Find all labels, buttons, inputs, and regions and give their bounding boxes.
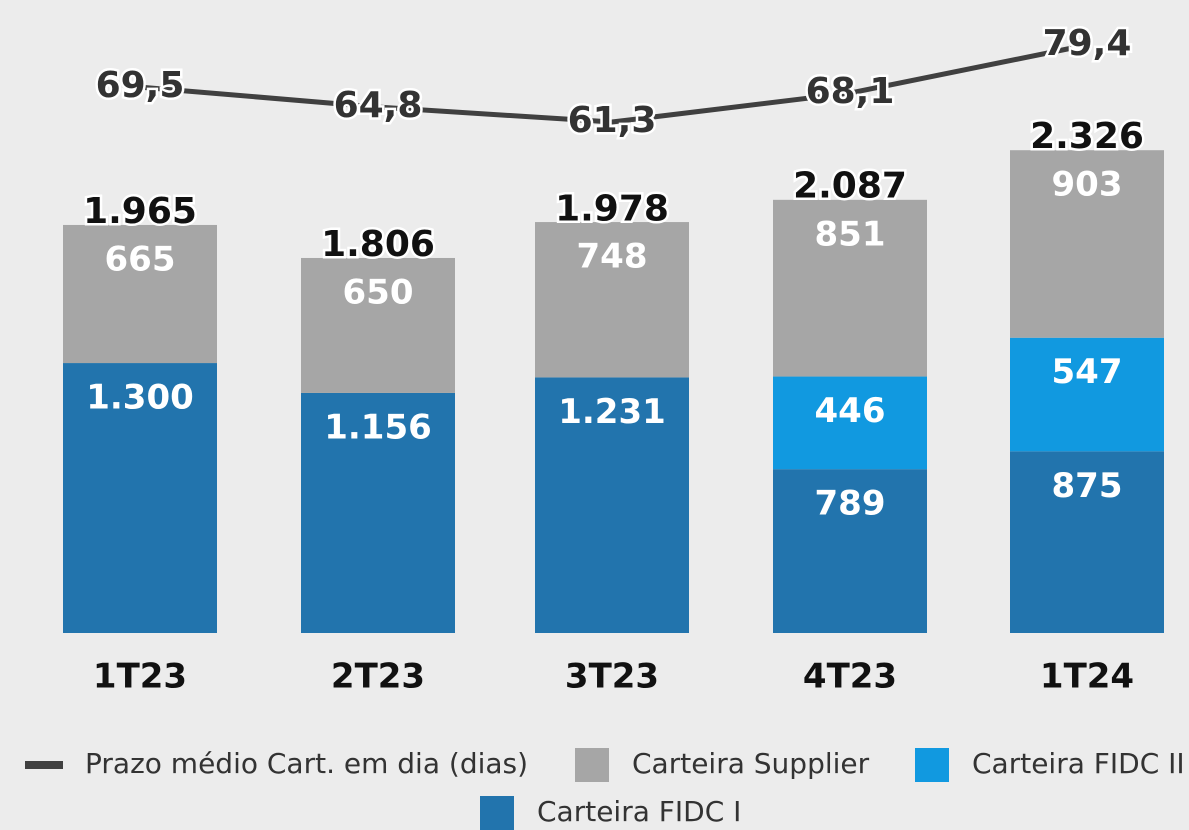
x-tick-label: 2T23	[331, 657, 425, 697]
data-label: 748	[577, 237, 648, 277]
data-label: 650	[343, 272, 414, 312]
bar-segment	[535, 377, 689, 633]
bar-segment	[773, 376, 927, 470]
total-label: 2.326	[1030, 116, 1144, 157]
data-label: 665	[105, 239, 176, 279]
data-label: 1.156	[324, 407, 432, 447]
bar-segment	[1010, 337, 1164, 452]
line-label: 68,1	[806, 71, 895, 112]
data-label: 547	[1052, 352, 1123, 392]
x-tick-label: 1T23	[93, 657, 187, 697]
x-tick-label: 1T24	[1040, 657, 1134, 697]
line-label: 64,8	[334, 85, 423, 126]
data-label: 446	[815, 391, 886, 431]
bar-segment	[63, 363, 217, 633]
data-label: 875	[1052, 466, 1123, 506]
legend-marker	[480, 796, 514, 830]
legend-marker	[575, 748, 609, 782]
data-label: 851	[815, 214, 886, 254]
bar-segment	[773, 199, 927, 377]
total-label: 2.087	[793, 166, 907, 207]
line-label: 69,5	[96, 65, 185, 106]
line-series	[139, 42, 1088, 125]
data-label: 1.231	[558, 392, 666, 432]
legend-marker	[915, 748, 949, 782]
bar-segment	[63, 224, 217, 364]
data-label: 789	[815, 484, 886, 524]
data-label: 1.300	[86, 378, 194, 418]
bar-segment	[301, 392, 455, 633]
line-label: 79,4	[1043, 23, 1132, 64]
x-tick-label: 3T23	[565, 657, 659, 697]
bar-segment	[301, 257, 455, 393]
bar-segment	[773, 469, 927, 633]
line-label: 61,3	[568, 100, 657, 141]
total-label: 1.978	[555, 188, 669, 229]
bar-segment	[1010, 451, 1164, 633]
x-tick-label: 4T23	[803, 657, 897, 697]
data-label: 903	[1052, 165, 1123, 205]
total-label: 1.965	[83, 191, 197, 232]
legend-label: Prazo médio Cart. em dia (dias)	[85, 747, 528, 780]
legend-label: Carteira FIDC I	[537, 795, 741, 828]
legend-label: Carteira Supplier	[632, 747, 870, 780]
total-label: 1.806	[321, 224, 435, 265]
legend-label: Carteira FIDC II	[972, 747, 1185, 780]
bar-segment	[1010, 150, 1164, 338]
bar-segment	[535, 222, 689, 378]
